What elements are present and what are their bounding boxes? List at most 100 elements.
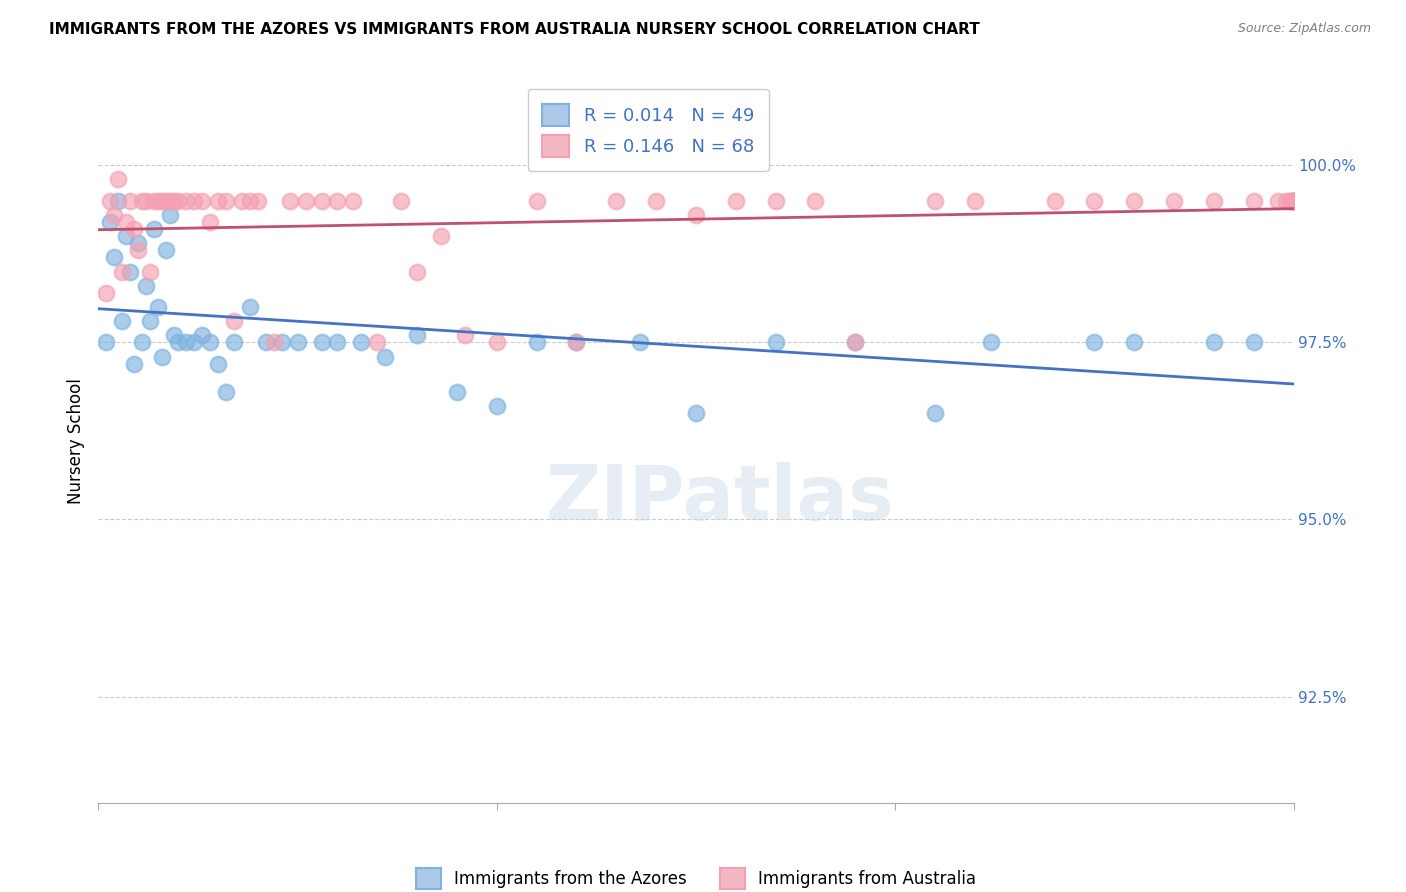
Point <box>222 335 245 350</box>
Point <box>844 335 866 350</box>
Text: Source: ZipAtlas.com: Source: ZipAtlas.com <box>1237 22 1371 36</box>
Point <box>124 357 146 371</box>
Point <box>804 194 827 208</box>
Point <box>1163 194 1185 208</box>
Point <box>167 335 190 350</box>
Point <box>135 194 157 208</box>
Point <box>96 335 118 350</box>
Point <box>724 194 747 208</box>
Point <box>103 208 125 222</box>
Point <box>98 215 122 229</box>
Point <box>645 194 668 208</box>
Point <box>287 335 309 350</box>
Point <box>1274 194 1296 208</box>
Point <box>1282 194 1305 208</box>
Point <box>254 335 277 350</box>
Point <box>115 229 138 244</box>
Point <box>270 335 292 350</box>
Point <box>120 264 142 278</box>
Point <box>191 194 214 208</box>
Point <box>765 194 787 208</box>
Point <box>366 335 388 350</box>
Point <box>844 335 866 350</box>
Point <box>150 350 173 364</box>
Point <box>163 194 186 208</box>
Text: ZIPatlas: ZIPatlas <box>546 462 894 536</box>
Point <box>924 194 946 208</box>
Point <box>430 229 453 244</box>
Point <box>1281 194 1303 208</box>
Point <box>120 194 142 208</box>
Point <box>96 285 118 300</box>
Point <box>685 406 707 420</box>
Point <box>207 194 229 208</box>
Point <box>159 208 181 222</box>
Point <box>311 335 333 350</box>
Point <box>135 278 157 293</box>
Point <box>685 208 707 222</box>
Point <box>605 194 627 208</box>
Point <box>167 194 190 208</box>
Point <box>198 215 221 229</box>
Point <box>1243 335 1265 350</box>
Point <box>980 335 1002 350</box>
Point <box>107 194 129 208</box>
Point <box>191 328 214 343</box>
Point <box>1282 194 1305 208</box>
Point <box>111 314 134 328</box>
Point <box>1123 194 1146 208</box>
Point <box>565 335 588 350</box>
Point <box>294 194 316 208</box>
Point <box>143 222 166 236</box>
Point <box>239 300 262 314</box>
Point <box>163 328 186 343</box>
Legend: Immigrants from the Azores, Immigrants from Australia: Immigrants from the Azores, Immigrants f… <box>409 862 983 892</box>
Point <box>115 215 138 229</box>
Point <box>198 335 221 350</box>
Point <box>963 194 986 208</box>
Point <box>485 335 508 350</box>
Point <box>1278 194 1301 208</box>
Point <box>765 335 787 350</box>
Point <box>389 194 412 208</box>
Point <box>155 194 177 208</box>
Point <box>148 300 170 314</box>
Point <box>342 194 364 208</box>
Point <box>1202 335 1225 350</box>
Point <box>107 172 129 186</box>
Point <box>139 264 162 278</box>
Point <box>1123 335 1146 350</box>
Point <box>124 222 146 236</box>
Point <box>239 194 262 208</box>
Point <box>246 194 269 208</box>
Point <box>1243 194 1265 208</box>
Point <box>150 194 173 208</box>
Point <box>374 350 396 364</box>
Point <box>127 244 149 258</box>
Point <box>1281 194 1303 208</box>
Point <box>131 335 153 350</box>
Point <box>215 384 238 399</box>
Point <box>139 314 162 328</box>
Point <box>406 328 429 343</box>
Point <box>446 384 468 399</box>
Point <box>485 399 508 413</box>
Point <box>1282 194 1305 208</box>
Point <box>111 264 134 278</box>
Point <box>326 335 349 350</box>
Point <box>103 251 125 265</box>
Point <box>222 314 245 328</box>
Point <box>1267 194 1289 208</box>
Point <box>215 194 238 208</box>
Point <box>565 335 588 350</box>
Point <box>1043 194 1066 208</box>
Text: IMMIGRANTS FROM THE AZORES VS IMMIGRANTS FROM AUSTRALIA NURSERY SCHOOL CORRELATI: IMMIGRANTS FROM THE AZORES VS IMMIGRANTS… <box>49 22 980 37</box>
Point <box>526 194 548 208</box>
Point <box>278 194 301 208</box>
Point <box>350 335 373 350</box>
Point <box>1083 335 1105 350</box>
Point <box>1083 194 1105 208</box>
Point <box>174 335 197 350</box>
Point <box>263 335 285 350</box>
Point <box>1279 194 1302 208</box>
